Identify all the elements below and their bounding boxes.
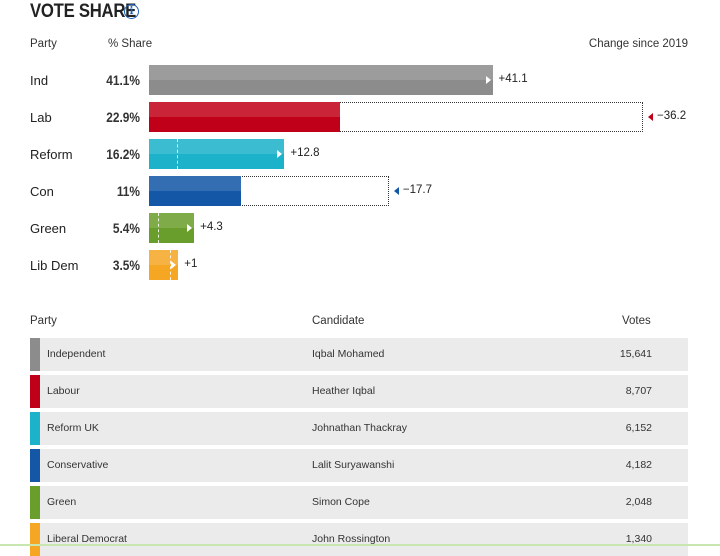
- bar-2019-marker-reform: [177, 139, 179, 169]
- table-header-party: Party: [30, 315, 57, 327]
- cell-party: Conservative: [47, 459, 109, 471]
- bar-change-arrow-con: [393, 187, 399, 195]
- cell-votes: 4,182: [625, 459, 652, 471]
- party-label-con: Con: [30, 184, 54, 199]
- bar-con[interactable]: [149, 176, 241, 206]
- party-color-swatch: [30, 486, 40, 519]
- header-party: Party: [30, 38, 57, 50]
- share-label-reform: 16.2%: [106, 146, 140, 162]
- party-label-lab: Lab: [30, 110, 52, 125]
- party-color-swatch: [30, 449, 40, 482]
- table-row: Liberal Democrat John Rossington 1,340: [30, 523, 688, 556]
- cell-party: Labour: [47, 385, 80, 397]
- change-label-green: +4.3: [200, 221, 223, 233]
- header-share: % Share: [108, 38, 153, 50]
- party-color-swatch: [30, 338, 40, 371]
- change-label-ind: +41.1: [498, 73, 528, 85]
- cell-candidate: John Rossington: [312, 533, 391, 545]
- cell-votes: 8,707: [625, 385, 652, 397]
- table-row: Green Simon Cope 2,048: [30, 486, 688, 519]
- bar-green[interactable]: [149, 213, 195, 243]
- bar-2019-marker-green: [158, 213, 160, 243]
- cell-votes: 2,048: [625, 496, 652, 508]
- share-label-lab: 22.9%: [106, 109, 140, 125]
- bar-change-arrow-lib-dem: [171, 261, 177, 269]
- share-label-con: 11%: [116, 183, 140, 199]
- cell-votes: 6,152: [625, 422, 652, 434]
- bar-change-arrow-ind: [485, 76, 491, 84]
- party-label-reform: Reform: [30, 147, 73, 162]
- table-header-votes: Votes: [622, 315, 651, 327]
- cell-candidate: Lalit Suryawanshi: [312, 459, 395, 471]
- cell-candidate: Iqbal Mohamed: [312, 348, 385, 360]
- page-bottom-divider: [0, 544, 720, 546]
- cell-party: Green: [47, 496, 77, 508]
- cell-party: Independent: [47, 348, 106, 360]
- cell-votes: 15,641: [619, 348, 652, 360]
- change-label-lab: −36.2: [657, 110, 687, 122]
- party-color-swatch: [30, 375, 40, 408]
- bar-2019-marker-lib-dem: [169, 250, 171, 280]
- bar-change-arrow-reform: [277, 150, 283, 158]
- bar-change-arrow-green: [187, 224, 193, 232]
- party-color-swatch: [30, 412, 40, 445]
- cell-party: Liberal Democrat: [47, 533, 127, 545]
- cell-votes: 1,340: [625, 533, 652, 545]
- table-row: Conservative Lalit Suryawanshi 4,182: [30, 449, 688, 482]
- chart-title: VOTE SHARE: [30, 1, 137, 22]
- cell-candidate: Simon Cope: [312, 496, 370, 508]
- party-color-swatch: [30, 523, 40, 556]
- table-row: Labour Heather Iqbal 8,707: [30, 375, 688, 408]
- change-label-lib-dem: +1: [184, 258, 198, 270]
- bar-ind[interactable]: [149, 65, 493, 95]
- cell-candidate: Heather Iqbal: [312, 385, 376, 397]
- table-header-candidate: Candidate: [312, 315, 365, 327]
- cell-candidate: Johnathan Thackray: [312, 422, 407, 434]
- bar-change-arrow-lab: [648, 113, 653, 121]
- cell-party: Reform UK: [47, 422, 99, 434]
- share-label-lib-dem: 3.5%: [112, 257, 140, 273]
- party-label-green: Green: [30, 221, 67, 236]
- table-row: Reform UK Johnathan Thackray 6,152: [30, 412, 688, 445]
- table-row: Independent Iqbal Mohamed 15,641: [30, 338, 688, 371]
- party-label-ind: Ind: [30, 73, 49, 88]
- change-label-reform: +12.8: [290, 147, 320, 159]
- change-label-con: −17.7: [402, 184, 432, 196]
- header-change: Change since 2019: [588, 38, 688, 50]
- party-label-lib-dem: Lib Dem: [30, 258, 79, 273]
- bar-reform[interactable]: [149, 139, 285, 169]
- info-icon[interactable]: i: [124, 4, 139, 19]
- share-label-green: 5.4%: [112, 220, 140, 236]
- share-label-ind: 41.1%: [106, 72, 140, 88]
- bar-lab[interactable]: [149, 102, 341, 132]
